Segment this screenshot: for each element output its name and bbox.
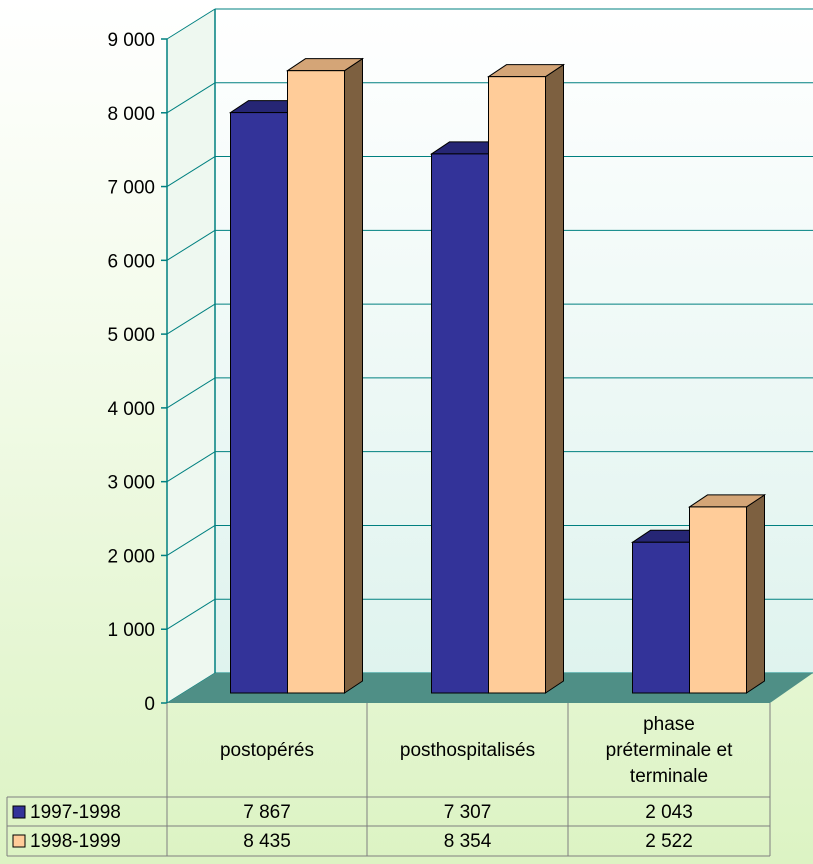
y-tick-label: 5 000 <box>107 325 155 346</box>
y-tick-label: 4 000 <box>107 399 155 420</box>
data-label: 7 307 <box>444 802 492 823</box>
bar <box>489 77 546 693</box>
y-tick-label: 1 000 <box>107 620 155 641</box>
bar <box>690 507 747 693</box>
data-label: 2 522 <box>645 831 693 852</box>
bar-side <box>747 495 765 693</box>
data-label: 8 354 <box>444 831 492 852</box>
bar <box>633 542 690 693</box>
series-name: 1997-1998 <box>30 802 121 823</box>
y-tick-label: 0 <box>144 694 155 715</box>
category-label: préterminale et <box>606 740 733 761</box>
legend-swatch <box>13 835 25 847</box>
data-table: postopérés posthospitalisés phase prétermin… <box>7 703 770 856</box>
data-label: 8 435 <box>243 831 291 852</box>
bar-side <box>345 59 363 693</box>
series-name: 1998-1999 <box>30 831 121 852</box>
y-tick-label: 7 000 <box>107 178 155 199</box>
side-wall <box>167 9 215 703</box>
category-label: posthospitalisés <box>400 740 535 761</box>
category-label: terminale <box>630 766 708 787</box>
y-tick-label: 8 000 <box>107 104 155 125</box>
y-axis: 0 1 000 2 000 3 000 4 000 5 000 6 000 7 000 8 00… <box>107 30 167 715</box>
y-tick-label: 9 000 <box>107 30 155 51</box>
data-label: 7 867 <box>243 802 291 823</box>
bar-side <box>546 65 564 693</box>
bar <box>231 113 288 693</box>
y-tick-label: 3 000 <box>107 473 155 494</box>
data-label: 2 043 <box>645 802 693 823</box>
legend-swatch <box>13 806 25 818</box>
category-label: phase <box>643 714 695 735</box>
bar <box>432 154 489 693</box>
bar <box>288 71 345 693</box>
y-tick-label: 2 000 <box>107 546 155 567</box>
category-label: postopérés <box>220 740 314 761</box>
y-tick-label: 6 000 <box>107 251 155 272</box>
